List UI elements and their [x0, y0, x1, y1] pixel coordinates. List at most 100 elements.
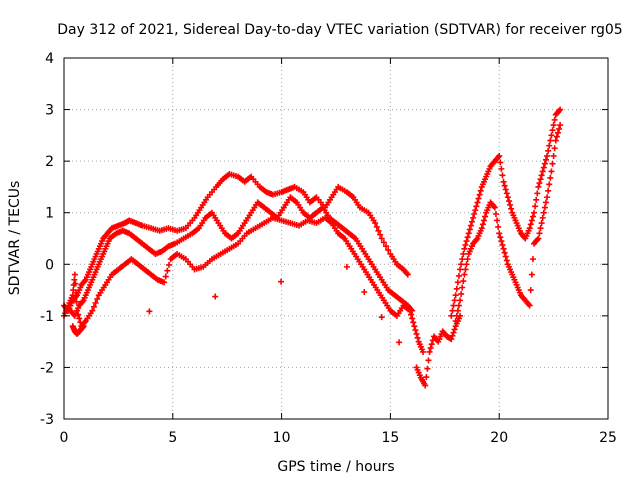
y-tick-label: 3: [45, 103, 54, 119]
data-point-marker: [551, 116, 558, 123]
data-point-marker: [503, 190, 510, 197]
data-point-marker: [470, 214, 477, 221]
data-point-marker: [73, 298, 80, 305]
data-point-marker: [499, 241, 506, 248]
data-point-marker: [377, 231, 384, 238]
data-point-marker: [423, 374, 430, 381]
data-series: [69, 263, 464, 389]
data-point-marker: [464, 234, 471, 241]
data-point-marker: [414, 334, 421, 341]
data-point-marker: [544, 152, 551, 159]
data-point-marker: [146, 308, 153, 315]
data-point-marker: [497, 234, 504, 241]
data-point-marker: [542, 199, 549, 206]
data-point-marker: [533, 196, 540, 203]
data-point-marker: [404, 271, 411, 278]
data-point-marker: [539, 168, 546, 175]
data-point-marker: [278, 278, 285, 285]
data-point-marker: [505, 198, 512, 205]
data-point-marker: [541, 160, 548, 167]
y-tick-label: -1: [40, 309, 54, 325]
y-tick-label: 4: [45, 51, 54, 67]
data-point-marker: [546, 142, 553, 149]
data-point-marker: [500, 178, 507, 185]
data-point-marker: [450, 302, 457, 309]
data-point-marker: [545, 147, 552, 154]
data-point-marker: [536, 180, 543, 187]
data-point-marker: [90, 303, 97, 310]
data-point-marker: [476, 191, 483, 198]
data-point-marker: [451, 297, 458, 304]
data-point-marker: [427, 345, 434, 352]
plot-frame: [63, 57, 609, 420]
data-point-marker: [480, 217, 487, 224]
data-point-marker: [408, 311, 415, 318]
y-tick-label: 0: [45, 257, 54, 273]
data-point-marker: [457, 266, 464, 273]
data-point-marker: [539, 214, 546, 221]
data-point-marker: [375, 227, 382, 234]
data-point-marker: [537, 225, 544, 232]
data-point-marker: [557, 122, 564, 129]
data-point-marker: [474, 199, 481, 206]
data-point-marker: [547, 137, 554, 144]
x-tick-label: 5: [168, 430, 177, 446]
data-point-marker: [496, 152, 503, 159]
data-point-marker: [499, 172, 506, 179]
data-point-marker: [541, 204, 548, 211]
data-point-marker: [548, 168, 555, 175]
data-point-marker: [545, 187, 552, 194]
data-point-marker: [550, 122, 557, 129]
data-point-marker: [461, 245, 468, 252]
data-point-marker: [428, 341, 435, 348]
data-point-marker: [504, 194, 511, 201]
data-point-marker: [502, 186, 509, 193]
data-point-marker: [448, 336, 455, 343]
data-point-marker: [554, 129, 561, 136]
data-point-marker: [540, 209, 547, 216]
data-point-marker: [535, 183, 542, 190]
data-point-marker: [412, 327, 419, 334]
data-point-marker: [372, 220, 379, 227]
data-point-marker: [460, 250, 467, 257]
data-point-marker: [527, 221, 534, 228]
data-point-marker: [161, 279, 168, 286]
y-tick-label: 2: [45, 154, 54, 170]
chart-title: Day 312 of 2021, Sidereal Day-to-day VTE…: [57, 22, 622, 38]
data-point-marker: [527, 287, 534, 294]
data-point-marker: [542, 156, 549, 163]
data-point-marker: [548, 132, 555, 139]
data-point-marker: [449, 307, 456, 314]
data-point-marker: [378, 314, 385, 321]
data-point-marker: [448, 312, 455, 319]
data-point-marker: [383, 243, 390, 250]
data-point-marker: [508, 205, 515, 212]
x-tick-label: 25: [599, 430, 617, 446]
y-axis-label: SDTVAR / TECUs: [7, 181, 23, 296]
data-point-marker: [380, 239, 387, 246]
data-point-marker: [411, 323, 418, 330]
data-points: [61, 106, 564, 389]
data-point-marker: [74, 307, 81, 314]
x-axis-label: GPS time / hours: [277, 459, 394, 475]
data-point-marker: [495, 223, 502, 230]
data-point-marker: [385, 247, 392, 254]
data-point-marker: [72, 289, 79, 296]
data-point-marker: [378, 235, 385, 242]
data-point-marker: [471, 211, 478, 218]
data-point-marker: [531, 209, 538, 216]
data-point-marker: [467, 222, 474, 229]
data-point-marker: [459, 284, 466, 291]
data-point-marker: [526, 225, 533, 232]
data-point-marker: [528, 217, 535, 224]
data-point-marker: [538, 220, 545, 227]
data-point-marker: [465, 230, 472, 237]
data-point-marker: [458, 261, 465, 268]
data-series: [61, 214, 427, 355]
axis-ticks: 0 5 10 15 20 25 -3 -2 -1 0 1 2 3 4: [40, 51, 617, 446]
x-tick-label: 15: [381, 430, 399, 446]
data-point-marker: [453, 312, 460, 319]
data-point-marker: [537, 176, 544, 183]
